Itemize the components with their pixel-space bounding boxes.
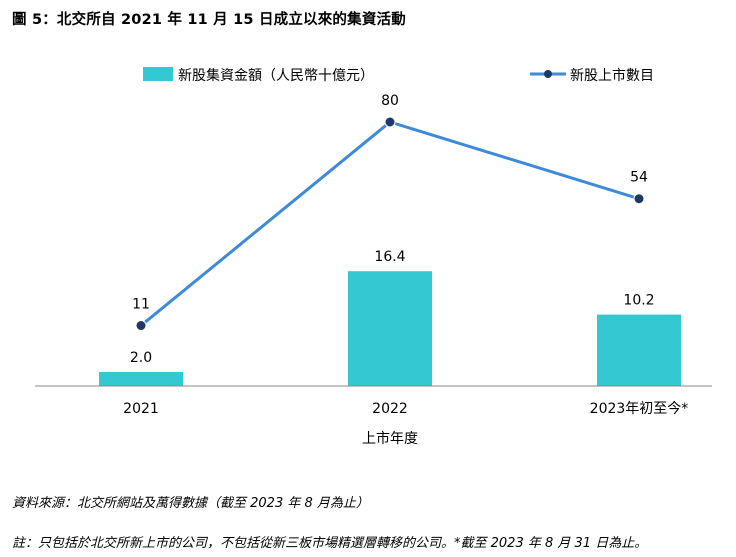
footnote: 註：只包括於北交所新上市的公司，不包括從新三板市場精選層轉移的公司。*截至 20… [12,536,648,551]
legend-bar-swatch [143,67,173,81]
x-tick-label: 2022 [372,401,408,417]
bar-value-label: 16.4 [374,249,405,265]
bar-series: 2.0 16.4 10.2 [99,249,681,386]
legend-line-marker [544,70,552,78]
legend: 新股集資金額（人民幣十億元） 新股上市數目 [143,67,654,84]
legend-line-label: 新股上市數目 [570,67,654,84]
x-tick-label: 2021 [123,401,159,417]
bar-1 [348,271,432,386]
line-point-1 [384,116,396,128]
chart-area: 新股集資金額（人民幣十億元） 新股上市數目 2.0 16.4 10.2 11 80 54… [35,67,712,447]
bar-value-label: 10.2 [623,293,654,309]
bar-0 [99,372,183,386]
line-value-label: 54 [630,170,648,186]
chart-title: 圖 5：北交所自 2021 年 11 月 15 日成立以來的集資活動 [12,12,406,28]
legend-bar-label: 新股集資金額（人民幣十億元） [178,67,374,84]
line-point-0 [135,320,147,332]
line-series: 11 80 54 [132,93,648,332]
source-note: 資料來源：北交所網站及萬得數據（截至 2023 年 8 月為止） [12,496,369,511]
x-axis-title: 上市年度 [362,430,418,447]
bar-value-label: 2.0 [130,350,152,366]
x-axis-ticks: 2021 2022 2023年初至今* [123,400,688,417]
x-tick-label: 2023年初至今* [590,400,689,417]
line-value-label: 80 [381,93,399,109]
line-point-2 [633,193,645,205]
line-value-label: 11 [132,297,150,313]
bar-2 [597,314,681,386]
